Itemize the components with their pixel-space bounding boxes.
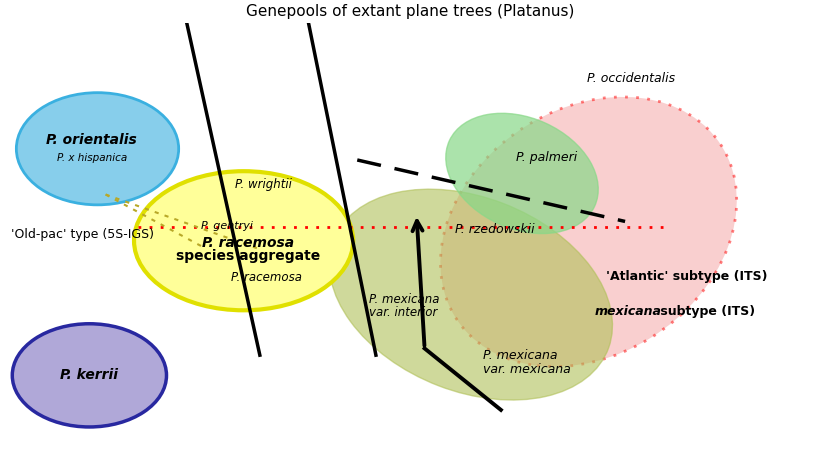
Text: 'Old-pac' type (5S-IGS): 'Old-pac' type (5S-IGS) xyxy=(11,228,153,240)
Ellipse shape xyxy=(12,324,166,427)
Text: mexicana: mexicana xyxy=(595,305,661,317)
Text: P. gentryi: P. gentryi xyxy=(201,221,252,231)
Ellipse shape xyxy=(440,97,735,367)
Text: P. racemosa: P. racemosa xyxy=(201,236,293,250)
Text: P. occidentalis: P. occidentalis xyxy=(586,72,674,85)
Text: P. palmeri: P. palmeri xyxy=(515,151,576,164)
Ellipse shape xyxy=(133,171,353,310)
Text: subtype (ITS): subtype (ITS) xyxy=(655,305,754,317)
Text: species aggregate: species aggregate xyxy=(175,249,319,263)
Text: P. x hispanica: P. x hispanica xyxy=(57,153,127,163)
Ellipse shape xyxy=(16,93,179,205)
Text: var. mexicana: var. mexicana xyxy=(482,363,570,376)
Title: Genepools of extant plane trees (Platanus): Genepools of extant plane trees (Platanu… xyxy=(246,4,573,19)
Text: var. interior: var. interior xyxy=(369,306,437,319)
Text: P. orientalis: P. orientalis xyxy=(47,133,137,147)
Text: P. kerrii: P. kerrii xyxy=(60,368,117,382)
Text: P. wrightii: P. wrightii xyxy=(235,178,292,191)
Text: P. mexicana: P. mexicana xyxy=(369,293,439,306)
Text: 'Atlantic' subtype (ITS): 'Atlantic' subtype (ITS) xyxy=(606,270,767,283)
Text: P. mexicana: P. mexicana xyxy=(482,348,557,362)
Ellipse shape xyxy=(446,113,598,234)
Text: P. racemosa: P. racemosa xyxy=(231,271,302,285)
Ellipse shape xyxy=(329,189,612,400)
Text: P. rzedowskii: P. rzedowskii xyxy=(454,223,534,236)
